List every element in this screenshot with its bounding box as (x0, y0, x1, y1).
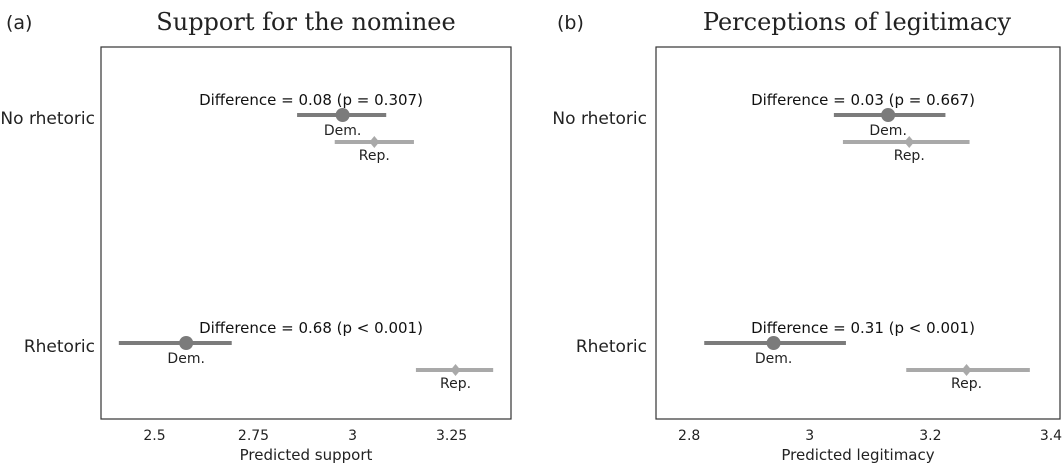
dem-point (881, 108, 896, 122)
rep-label: Rep. (440, 376, 471, 392)
x-axis-label: Predicted support (240, 446, 373, 464)
plot-frame (100, 46, 512, 420)
x-tick-label: 2.75 (238, 428, 269, 444)
x-tick-label: 3.25 (436, 428, 467, 444)
rep-point (450, 364, 461, 376)
x-tick-label: 3 (805, 428, 814, 444)
rep-point (369, 136, 380, 148)
dem-label: Dem. (167, 351, 204, 367)
dem-label: Dem. (324, 123, 361, 139)
panel-title: Perceptions of legitimacy (703, 8, 1012, 36)
x-tick-label: 3.4 (1040, 428, 1062, 444)
rep-label: Rep. (359, 148, 390, 164)
dem-point (179, 336, 194, 350)
panel-label: (a) (6, 12, 32, 34)
category-label: Rhetoric (24, 337, 95, 357)
difference-label: Difference = 0.03 (p = 0.667) (751, 91, 975, 109)
x-tick-label: 3.2 (919, 428, 941, 444)
category-label: No rhetoric (0, 109, 95, 129)
category-label: Rhetoric (576, 337, 647, 357)
dem-point (335, 108, 350, 122)
plot-frame (655, 46, 1061, 420)
rep-label: Rep. (951, 376, 982, 392)
dem-point (766, 336, 781, 350)
rep-point (904, 136, 915, 148)
difference-label: Difference = 0.08 (p = 0.307) (199, 91, 423, 109)
x-tick-label: 2.8 (678, 428, 700, 444)
dem-label: Dem. (755, 351, 792, 367)
x-axis-label: Predicted legitimacy (781, 446, 934, 464)
x-tick-label: 3 (348, 428, 357, 444)
difference-label: Difference = 0.31 (p < 0.001) (751, 319, 975, 337)
category-label: No rhetoric (552, 109, 647, 129)
panel-label: (b) (557, 12, 584, 34)
panel-title: Support for the nominee (156, 8, 455, 36)
dem-label: Dem. (869, 123, 906, 139)
rep-label: Rep. (894, 148, 925, 164)
rep-point (961, 364, 972, 376)
difference-label: Difference = 0.68 (p < 0.001) (199, 319, 423, 337)
x-tick-label: 2.5 (143, 428, 165, 444)
